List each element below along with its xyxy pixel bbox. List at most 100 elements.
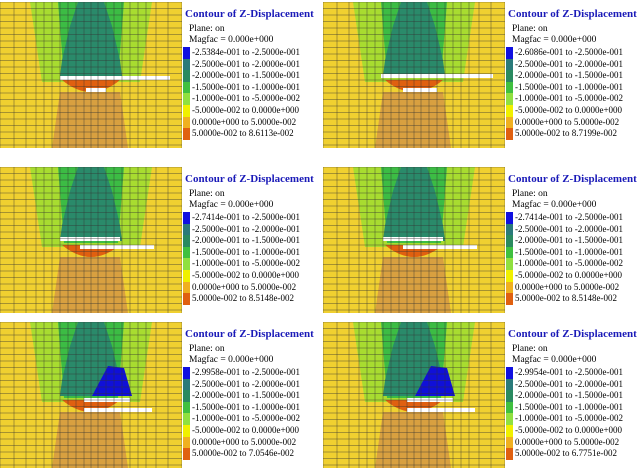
legend-swatch [183, 212, 190, 224]
legend-swatch [183, 413, 190, 425]
legend-magfac: Magfac = 0.000e+000 [189, 355, 274, 365]
legend-swatch [506, 223, 513, 236]
legend-range: -5.0000e-002 to 0.0000e+000 [192, 269, 300, 280]
legend-swatch [183, 436, 190, 449]
legend-range: -1.5000e-001 to -1.0000e-001 [192, 401, 300, 412]
legend-range: 5.0000e-002 to 8.5148e-002 [515, 293, 617, 304]
legend-range: -1.5000e-001 to -1.0000e-001 [515, 401, 623, 412]
legend-range: 0.0000e+000 to 5.0000e-002 [515, 281, 620, 292]
legend-swatch [506, 235, 513, 247]
legend-swatch [506, 390, 513, 402]
contour-plot [0, 167, 182, 313]
legend-plane: Plane: on [189, 24, 225, 34]
legend-range: -2.5000e-001 to -2.0000e-001 [192, 223, 300, 234]
legend-range: -2.0000e-001 to -1.5000e-001 [515, 235, 623, 246]
legend-title: Contour of Z-Displacement [508, 173, 637, 185]
contour-plot [0, 322, 182, 468]
legend-swatch [183, 378, 190, 391]
legend-swatch [506, 367, 513, 379]
legend-swatch [183, 448, 190, 460]
legend-swatch [183, 367, 190, 379]
legend: Contour of Z-Displacement Plane: on Magf… [183, 322, 314, 468]
legend-swatch [506, 436, 513, 449]
legend-range: -2.6086e-001 to -2.5000e-001 [515, 47, 623, 57]
legend-swatch [183, 390, 190, 402]
legend-range: -1.5000e-001 to -1.0000e-001 [515, 81, 623, 92]
legend-range: -5.0000e-002 to 0.0000e+000 [192, 104, 300, 115]
legend-swatch [506, 413, 513, 425]
contour-panel-3: Contour of Z-Displacement Plane: on Magf… [0, 167, 314, 313]
contour-plot [0, 2, 182, 148]
legend-swatch [183, 47, 190, 59]
legend-swatch [506, 281, 513, 294]
legend: Contour of Z-Displacement Plane: on Magf… [506, 167, 637, 313]
legend-swatch [506, 128, 513, 140]
legend-swatch [506, 93, 513, 105]
legend-swatch [183, 58, 190, 71]
legend-range: -2.7414e-001 to -2.5000e-001 [192, 212, 300, 222]
legend-swatch [183, 93, 190, 105]
contour-panel-4: Contour of Z-Displacement Plane: on Magf… [323, 167, 637, 313]
legend-swatch [183, 401, 190, 414]
legend-swatch [183, 128, 190, 140]
legend-swatch [183, 258, 190, 270]
legend: Contour of Z-Displacement Plane: on Magf… [506, 2, 637, 148]
legend-swatch [506, 104, 513, 117]
legend-swatch [506, 269, 513, 282]
contour-plot [323, 167, 505, 313]
legend-plane: Plane: on [512, 344, 548, 354]
legend-range: 0.0000e+000 to 5.0000e-002 [515, 116, 620, 127]
legend-range: 0.0000e+000 to 5.0000e-002 [192, 116, 297, 127]
legend-swatch [506, 258, 513, 270]
legend-range: 0.0000e+000 to 5.0000e-002 [192, 436, 297, 447]
legend-range: -2.5384e-001 to -2.5000e-001 [192, 47, 300, 57]
legend-range: -1.5000e-001 to -1.0000e-001 [192, 246, 300, 257]
legend-range: -2.0000e-001 to -1.5000e-001 [515, 70, 623, 81]
legend-range: -2.5000e-001 to -2.0000e-001 [515, 378, 623, 389]
legend-range: -5.0000e-002 to 0.0000e+000 [192, 424, 300, 435]
legend-swatch [183, 293, 190, 305]
legend-swatch [506, 401, 513, 414]
legend-title: Contour of Z-Displacement [185, 8, 314, 20]
legend-range: 5.0000e-002 to 8.5148e-002 [192, 293, 294, 304]
legend-range: 0.0000e+000 to 5.0000e-002 [192, 281, 297, 292]
legend-range: 5.0000e-002 to 6.7751e-002 [515, 448, 617, 459]
legend-swatch [506, 424, 513, 437]
legend-plane: Plane: on [189, 189, 225, 199]
legend-swatch [183, 223, 190, 236]
legend-swatch [506, 378, 513, 391]
legend-range: 5.0000e-002 to 7.0546e-002 [192, 448, 294, 459]
legend-range: -5.0000e-002 to 0.0000e+000 [515, 269, 623, 280]
legend-plane: Plane: on [189, 344, 225, 354]
legend-range: -1.0000e-001 to -5.0000e-002 [515, 93, 623, 104]
legend-title: Contour of Z-Displacement [508, 328, 637, 340]
legend-swatch [183, 424, 190, 437]
legend-title: Contour of Z-Displacement [185, 328, 314, 340]
legend-range: -2.5000e-001 to -2.0000e-001 [515, 223, 623, 234]
legend-range: -2.5000e-001 to -2.0000e-001 [192, 58, 300, 69]
legend-magfac: Magfac = 0.000e+000 [189, 35, 274, 45]
legend-swatch [183, 81, 190, 94]
legend-title: Contour of Z-Displacement [508, 8, 637, 20]
legend-magfac: Magfac = 0.000e+000 [512, 35, 597, 45]
contour-panel-2: Contour of Z-Displacement Plane: on Magf… [323, 2, 637, 148]
legend-swatch [506, 58, 513, 71]
legend-range: 5.0000e-002 to 8.7199e-002 [515, 128, 617, 139]
legend-swatch [183, 235, 190, 247]
legend-range: -2.0000e-001 to -1.5000e-001 [192, 390, 300, 401]
legend-swatch [506, 246, 513, 259]
legend-swatch [506, 81, 513, 94]
legend-magfac: Magfac = 0.000e+000 [512, 355, 597, 365]
legend-plane: Plane: on [512, 189, 548, 199]
contour-panel-5: Contour of Z-Displacement Plane: on Magf… [0, 322, 314, 468]
legend-range: -1.5000e-001 to -1.0000e-001 [515, 246, 623, 257]
legend-swatch [506, 47, 513, 59]
legend-range: -1.0000e-001 to -5.0000e-002 [192, 258, 300, 269]
legend-range: -2.9954e-001 to -2.5000e-001 [515, 367, 623, 377]
legend-range: -1.0000e-001 to -5.0000e-002 [515, 258, 623, 269]
legend-title: Contour of Z-Displacement [185, 173, 314, 185]
legend-swatch [183, 116, 190, 129]
legend-swatch [506, 212, 513, 224]
legend-swatch [506, 293, 513, 305]
legend-range: -2.0000e-001 to -1.5000e-001 [192, 70, 300, 81]
